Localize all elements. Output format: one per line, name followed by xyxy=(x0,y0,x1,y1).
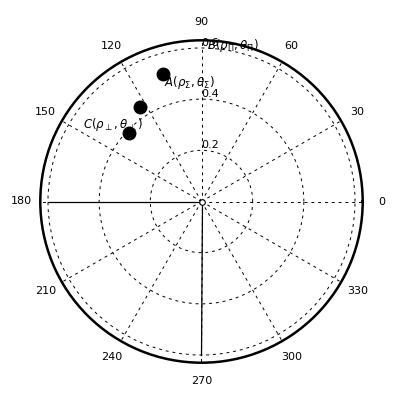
Text: $A(\rho_\Sigma, \theta_\Sigma)$: $A(\rho_\Sigma, \theta_\Sigma)$ xyxy=(164,74,214,91)
Text: $C(\rho_\bot, \theta_\bot)$: $C(\rho_\bot, \theta_\bot)$ xyxy=(83,116,144,133)
Text: $B(\rho_\Pi, \theta_\Pi)$: $B(\rho_\Pi, \theta_\Pi)$ xyxy=(207,37,259,54)
